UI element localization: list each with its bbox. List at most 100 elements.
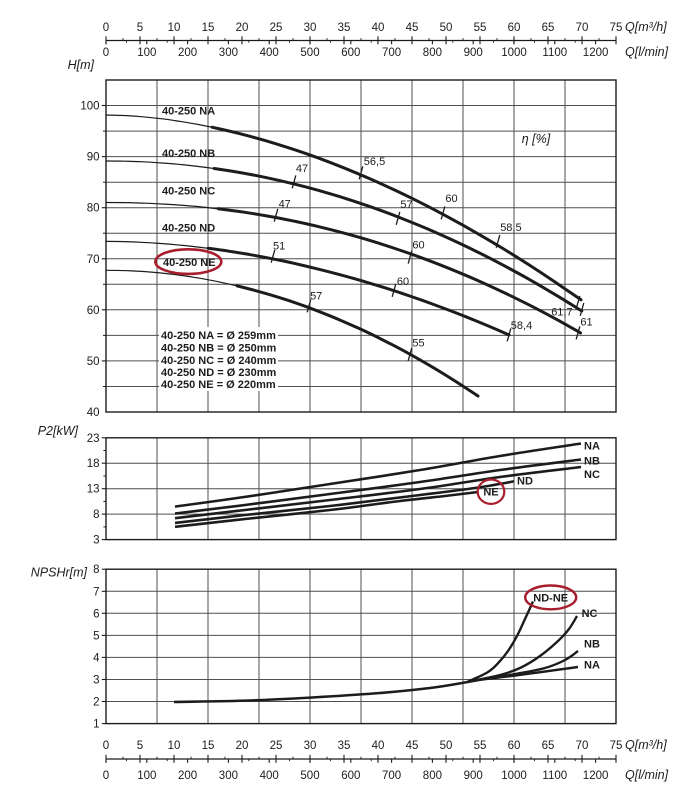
svg-text:300: 300	[219, 47, 238, 59]
svg-text:70: 70	[87, 254, 100, 266]
svg-text:25: 25	[270, 740, 283, 752]
svg-text:40-250 NE: 40-250 NE	[163, 257, 216, 269]
svg-text:3: 3	[93, 675, 99, 687]
svg-text:55: 55	[474, 22, 487, 34]
svg-text:8: 8	[93, 509, 99, 521]
svg-text:56,5: 56,5	[364, 156, 385, 168]
svg-text:20: 20	[236, 740, 249, 752]
svg-text:η [%]: η [%]	[522, 132, 551, 146]
svg-text:Q[m³/h]: Q[m³/h]	[625, 20, 667, 34]
svg-text:60: 60	[87, 305, 100, 317]
svg-text:0: 0	[103, 47, 109, 59]
svg-text:47: 47	[296, 163, 308, 175]
svg-text:45: 45	[406, 740, 419, 752]
svg-text:800: 800	[423, 47, 442, 59]
svg-text:30: 30	[304, 740, 317, 752]
svg-text:50: 50	[440, 740, 453, 752]
svg-text:4: 4	[93, 652, 100, 664]
svg-text:40-250 NB: 40-250 NB	[162, 148, 215, 160]
svg-text:60: 60	[412, 239, 424, 251]
svg-text:ND-NE: ND-NE	[533, 592, 568, 604]
svg-text:40: 40	[372, 22, 385, 34]
svg-text:50: 50	[440, 22, 453, 34]
svg-text:18: 18	[87, 458, 100, 470]
svg-text:1000: 1000	[501, 47, 527, 59]
svg-text:57: 57	[310, 290, 322, 302]
svg-text:Q[m³/h]: Q[m³/h]	[625, 738, 667, 752]
svg-text:40-250 NB = Ø 250mm: 40-250 NB = Ø 250mm	[161, 343, 276, 355]
svg-text:0: 0	[103, 770, 109, 782]
svg-text:700: 700	[382, 770, 401, 782]
svg-text:NC: NC	[582, 608, 598, 620]
svg-text:500: 500	[300, 770, 319, 782]
svg-text:40-250 NC = Ø 240mm: 40-250 NC = Ø 240mm	[161, 355, 276, 367]
svg-text:H[m]: H[m]	[68, 58, 95, 72]
svg-text:5: 5	[93, 630, 99, 642]
svg-text:20: 20	[236, 22, 249, 34]
svg-text:15: 15	[202, 740, 215, 752]
svg-text:35: 35	[338, 740, 351, 752]
svg-text:61,7: 61,7	[551, 307, 572, 319]
svg-text:NE: NE	[483, 487, 498, 499]
svg-text:51: 51	[273, 241, 285, 253]
svg-text:1100: 1100	[542, 770, 567, 782]
svg-text:30: 30	[304, 22, 317, 34]
svg-text:13: 13	[87, 484, 100, 496]
svg-text:1: 1	[93, 719, 99, 731]
svg-text:5: 5	[137, 740, 143, 752]
svg-text:3: 3	[93, 535, 99, 547]
svg-text:700: 700	[382, 47, 401, 59]
svg-text:90: 90	[87, 152, 100, 164]
svg-text:75: 75	[610, 22, 623, 34]
svg-text:ND: ND	[517, 475, 533, 487]
svg-text:1200: 1200	[583, 770, 609, 782]
svg-text:7: 7	[93, 586, 99, 598]
svg-text:Q[l/min]: Q[l/min]	[625, 768, 669, 782]
svg-text:10: 10	[168, 740, 181, 752]
svg-text:900: 900	[464, 770, 483, 782]
svg-text:8: 8	[93, 564, 99, 576]
svg-text:2: 2	[93, 697, 99, 709]
svg-text:1100: 1100	[542, 47, 567, 59]
svg-text:55: 55	[474, 740, 487, 752]
svg-text:500: 500	[300, 47, 319, 59]
svg-text:61: 61	[580, 317, 592, 329]
svg-text:60: 60	[508, 740, 521, 752]
svg-text:60: 60	[508, 22, 521, 34]
svg-text:400: 400	[260, 770, 279, 782]
svg-text:NB: NB	[584, 638, 600, 650]
svg-text:57: 57	[400, 199, 412, 211]
svg-text:40-250 NA: 40-250 NA	[162, 106, 215, 118]
svg-text:200: 200	[178, 47, 197, 59]
svg-text:300: 300	[219, 770, 238, 782]
svg-text:NPSHr[m]: NPSHr[m]	[31, 566, 88, 580]
svg-text:0: 0	[103, 740, 109, 752]
svg-text:Q[l/min]: Q[l/min]	[625, 45, 669, 59]
svg-text:35: 35	[338, 22, 351, 34]
svg-text:40-250 NC: 40-250 NC	[162, 185, 215, 197]
svg-text:60: 60	[397, 276, 409, 288]
svg-text:600: 600	[341, 770, 360, 782]
svg-text:60: 60	[445, 193, 457, 205]
svg-text:100: 100	[80, 101, 99, 113]
svg-text:65: 65	[542, 22, 555, 34]
svg-text:400: 400	[260, 47, 279, 59]
svg-text:55: 55	[412, 337, 424, 349]
svg-text:10: 10	[168, 22, 181, 34]
svg-text:100: 100	[137, 770, 156, 782]
svg-text:70: 70	[576, 740, 589, 752]
svg-text:58,4: 58,4	[511, 320, 532, 332]
svg-text:40: 40	[372, 740, 385, 752]
svg-text:47: 47	[279, 198, 291, 210]
svg-text:NB: NB	[584, 456, 600, 468]
svg-text:600: 600	[341, 47, 360, 59]
svg-text:70: 70	[576, 22, 589, 34]
svg-text:40: 40	[87, 407, 100, 419]
svg-text:40-250 ND = Ø 230mm: 40-250 ND = Ø 230mm	[161, 367, 276, 379]
svg-text:40-250 ND: 40-250 ND	[162, 223, 215, 235]
svg-text:NC: NC	[584, 469, 600, 481]
svg-text:P2[kW]: P2[kW]	[38, 424, 79, 438]
svg-text:40-250 NE = Ø 220mm: 40-250 NE = Ø 220mm	[161, 379, 276, 391]
svg-text:15: 15	[202, 22, 215, 34]
svg-text:100: 100	[137, 47, 156, 59]
